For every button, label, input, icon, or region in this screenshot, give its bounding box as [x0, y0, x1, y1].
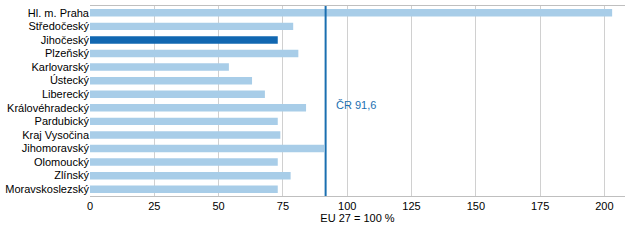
svg-text:Královéhradecký: Královéhradecký	[7, 102, 89, 114]
svg-text:Jihomoravský: Jihomoravský	[22, 142, 90, 154]
svg-text:EU 27 = 100 %: EU 27 = 100 %	[320, 212, 395, 224]
svg-text:75: 75	[277, 200, 289, 212]
svg-text:Liberecký: Liberecký	[42, 88, 90, 100]
svg-text:Ústecký: Ústecký	[50, 74, 90, 86]
svg-text:100: 100	[338, 200, 356, 212]
svg-text:0: 0	[87, 200, 93, 212]
svg-text:Pardubický: Pardubický	[35, 115, 90, 127]
svg-text:25: 25	[148, 200, 160, 212]
svg-text:175: 175	[531, 200, 549, 212]
svg-text:Středočeský: Středočeský	[28, 20, 89, 32]
svg-text:Zlínský: Zlínský	[54, 169, 89, 181]
svg-text:Hl. m. Praha: Hl. m. Praha	[28, 7, 90, 19]
svg-text:125: 125	[402, 200, 420, 212]
svg-text:Olomoucký: Olomoucký	[34, 156, 90, 168]
svg-text:ČR 91,6: ČR 91,6	[336, 99, 376, 111]
svg-text:Plzeňský: Plzeňský	[45, 47, 90, 59]
svg-text:Jihočeský: Jihočeský	[41, 34, 90, 46]
svg-text:Kraj Vysočina: Kraj Vysočina	[22, 129, 90, 141]
svg-text:Moravskoslezský: Moravskoslezský	[5, 183, 89, 195]
svg-text:50: 50	[212, 200, 224, 212]
svg-text:150: 150	[467, 200, 485, 212]
svg-text:Karlovarský: Karlovarský	[32, 61, 90, 73]
svg-text:200: 200	[595, 200, 613, 212]
